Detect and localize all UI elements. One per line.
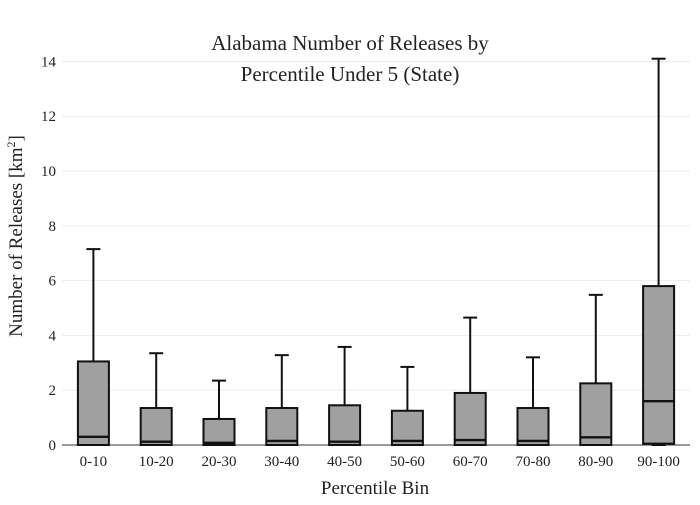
y-tick-label-3: 6 (49, 274, 57, 290)
y-tick-label-7: 14 (41, 54, 57, 70)
box-layer (76, 57, 676, 447)
y-tick-label-5: 10 (41, 164, 56, 180)
x-tick-label-9: 90-100 (637, 454, 680, 470)
x-tick-label-8: 80-90 (578, 454, 613, 470)
x-tick-label-3: 30-40 (264, 454, 299, 470)
iqr-box (516, 407, 550, 447)
iqr-box (202, 417, 236, 446)
x-tick-label-5: 50-60 (390, 454, 425, 470)
chart-title-line-2: Percentile Under 5 (State) (241, 62, 460, 86)
box-80-90 (579, 293, 613, 447)
iqr-box (76, 360, 110, 446)
x-tick-label-7: 70-80 (516, 454, 551, 470)
box-10-20 (139, 352, 173, 447)
box-50-60 (390, 365, 424, 446)
iqr-box (265, 407, 299, 447)
x-tick-label-6: 60-70 (453, 454, 488, 470)
y-tick-label-2: 4 (49, 328, 57, 344)
box-90-100 (642, 57, 676, 446)
y-tick-label-1: 2 (49, 383, 57, 399)
box-40-50 (328, 345, 362, 447)
box-0-10 (76, 248, 110, 446)
x-tick-label-0: 0-10 (80, 454, 108, 470)
box-60-70 (453, 316, 487, 446)
tick-layer: 0 2 4 6 8 10 12 14 0-10 10-20 20-30 30-40 40-50 50-60… (41, 54, 680, 470)
iqr-box (642, 285, 676, 445)
y-axis-title-close: ] (6, 135, 27, 141)
iqr-box (390, 409, 424, 446)
y-axis-title: Number of Releases [km2] (4, 135, 27, 337)
grid-layer (62, 60, 690, 446)
box-30-40 (265, 354, 299, 447)
x-tick-label-4: 40-50 (327, 454, 362, 470)
chart-title-line-1: Alabama Number of Releases by (211, 31, 489, 55)
y-tick-label-4: 8 (49, 219, 57, 235)
x-tick-label-2: 20-30 (202, 454, 237, 470)
box-20-30 (202, 379, 236, 446)
x-axis-title: Percentile Bin (321, 478, 430, 499)
y-tick-label-6: 12 (41, 109, 56, 125)
y-axis-title-main: Number of Releases [km (6, 147, 27, 337)
iqr-box (328, 404, 362, 447)
iqr-box (579, 382, 613, 447)
iqr-box (139, 407, 173, 447)
y-tick-label-0: 0 (49, 438, 57, 454)
y-axis-title-superscript: 2 (4, 141, 18, 147)
iqr-box (453, 391, 487, 446)
x-tick-label-1: 10-20 (139, 454, 174, 470)
box-70-80 (516, 356, 550, 447)
